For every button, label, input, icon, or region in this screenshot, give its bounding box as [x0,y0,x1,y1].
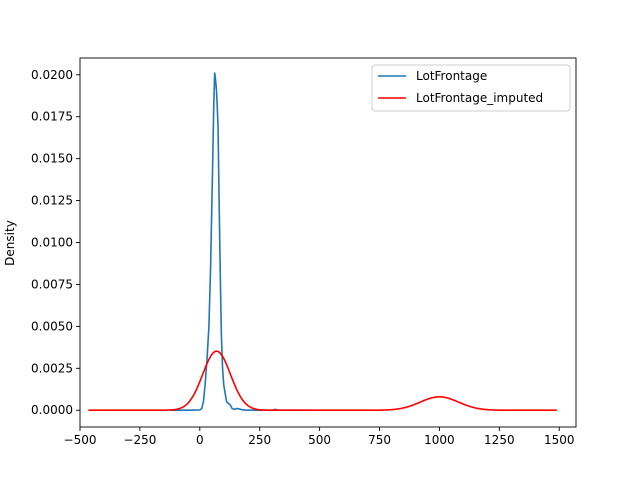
legend-entry-label: LotFrontage [416,69,487,83]
y-tick-label: 0.0100 [31,236,73,250]
series-line-1 [169,72,311,412]
legend: LotFrontage LotFrontage_imputed [371,64,571,112]
y-tick-label: 0.0175 [31,110,73,124]
y-axis-label: Density [3,220,17,266]
y-tick-label: 0.0050 [31,319,73,333]
y-tick-label: 0.0000 [31,403,73,417]
x-tick-label: 0 [196,433,204,447]
series-line-2 [88,350,557,412]
x-tick-label: 500 [308,433,331,447]
y-tick-label: 0.0075 [31,277,73,291]
x-tick-label: 1500 [544,433,575,447]
legend-box [371,64,571,112]
x-tick-label: −250 [123,433,156,447]
series-layer [88,72,557,412]
axes-layer: −500 −250 0 250 500 750 1000 1250 1500 0.0000 0.00… [31,57,577,447]
x-tick-label: 750 [368,433,391,447]
x-tick-label: 1000 [424,433,455,447]
y-tick-label: 0.0200 [31,68,73,82]
legend-entry-label: LotFrontage_imputed [416,91,543,105]
x-tick-label: −500 [64,433,97,447]
y-tick-label: 0.0125 [31,194,73,208]
x-tick-label: 1250 [484,433,515,447]
y-tick-label: 0.0150 [31,152,73,166]
y-tick-label: 0.0025 [31,361,73,375]
x-tick-label: 250 [248,433,271,447]
